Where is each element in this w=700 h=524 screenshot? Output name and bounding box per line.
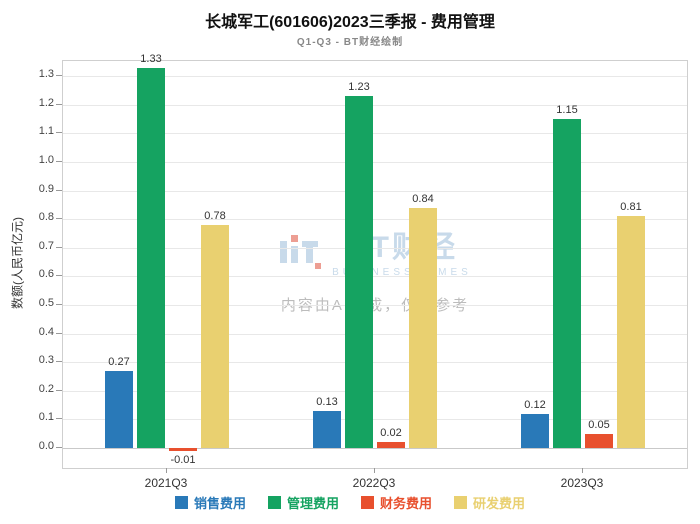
legend-item: 销售费用 [174, 493, 246, 512]
y-tick-label: 1.3 [38, 68, 54, 81]
grid-line [63, 162, 687, 163]
bar-value-label: 0.27 [108, 355, 130, 368]
y-tick-mark [56, 189, 62, 191]
y-tick-label: 0.4 [38, 325, 54, 338]
y-tick-mark [56, 447, 62, 448]
bar-value-label: 0.84 [412, 192, 434, 205]
x-tick-mark [166, 468, 167, 473]
bar-管理费用 [137, 67, 165, 448]
y-tick-label: 1.1 [38, 125, 54, 138]
y-tick-mark [56, 304, 62, 305]
y-tick-label: 0.0 [38, 440, 54, 452]
grid-line [63, 276, 687, 278]
y-tick-mark [56, 218, 62, 220]
legend-swatch [174, 496, 188, 509]
y-tick-label: 1.0 [38, 154, 54, 166]
legend-item: 财务费用 [361, 493, 432, 512]
y-tick-label: 0.2 [38, 382, 54, 395]
bar-value-label: 1.15 [556, 104, 578, 117]
bar-财务费用 [169, 448, 197, 451]
chart-title: 长城军工(601606)2023三季报 - 费用管理 [205, 14, 495, 31]
grid-line [63, 390, 687, 392]
legend-label: 销售费用 [193, 496, 246, 511]
grid-line [63, 133, 687, 135]
y-tick-label: 0.5 [38, 297, 54, 309]
legend-label: 财务费用 [380, 496, 433, 511]
y-tick-label: 0.6 [38, 268, 54, 281]
y-tick-mark [56, 103, 62, 105]
legend-label: 研发费用 [473, 496, 526, 511]
x-tick-label: 2022Q3 [352, 476, 396, 490]
y-tick-mark [56, 389, 62, 391]
y-tick-label: 0.1 [38, 411, 54, 424]
y-tick-mark [56, 361, 62, 363]
y-tick-mark [56, 246, 62, 248]
y-tick-label: 0.3 [38, 354, 54, 367]
watermark-logo: BT财经 BUSINESS TIMES [278, 233, 472, 278]
plot-area: BT财经 BUSINESS TIMES 内容由AI生成，仅供参考 0.27 1.3… [62, 53, 688, 469]
bar-value-label: 0.12 [524, 398, 546, 411]
y-tick-mark [56, 132, 62, 134]
y-tick-label: 0.8 [38, 211, 54, 224]
bar-value-label: -0.01 [170, 453, 196, 466]
x-tick-label: 2023Q3 [560, 476, 604, 490]
bar-销售费用 [521, 413, 549, 448]
y-tick-mark [56, 161, 62, 162]
bar-销售费用 [105, 370, 133, 448]
legend-item: 研发费用 [454, 493, 525, 512]
bar-value-label: 0.05 [588, 418, 610, 431]
bar-财务费用 [585, 433, 613, 448]
grid-line [63, 247, 687, 249]
bar-value-label: 0.13 [316, 395, 338, 408]
y-tick-label: 0.7 [38, 239, 54, 252]
grid-line [63, 333, 687, 335]
legend-label: 管理费用 [286, 496, 339, 511]
y-tick-mark [56, 75, 62, 77]
bar-研发费用 [409, 207, 437, 448]
legend-swatch [267, 496, 281, 509]
bar-value-label: 0.81 [620, 201, 642, 214]
bar-研发费用 [201, 224, 229, 448]
legend-item: 管理费用 [267, 493, 339, 512]
x-tick-mark [582, 468, 583, 473]
chart-subtitle: Q1-Q3 - BT财经绘制 [296, 37, 404, 48]
grid-line [63, 190, 687, 192]
bar-财务费用 [377, 442, 405, 448]
x-tick-mark [374, 468, 375, 473]
grid-line [63, 362, 687, 364]
bar-value-label: 0.02 [380, 427, 402, 440]
grid-line [63, 219, 687, 221]
legend-swatch [454, 496, 468, 509]
x-tick-label: 2021Q3 [144, 476, 188, 490]
grid-line [63, 104, 687, 106]
bar-管理费用 [553, 119, 581, 448]
grid-line [63, 419, 687, 421]
bar-value-label: 0.78 [204, 209, 226, 222]
y-tick-label: 0.9 [38, 182, 54, 195]
bar-管理费用 [345, 96, 373, 448]
legend: 销售费用 管理费用 财务费用 研发费用 [0, 493, 700, 512]
y-tick-label: 1.2 [38, 96, 54, 109]
bar-销售费用 [313, 410, 341, 448]
bt-logo-icon [278, 233, 322, 276]
bar-value-label: 1.33 [140, 52, 162, 65]
y-tick-mark [56, 275, 62, 277]
legend-swatch [361, 496, 374, 509]
bar-value-label: 1.23 [348, 81, 370, 94]
grid-line [63, 448, 687, 449]
grid-line [63, 305, 687, 306]
grid-line [63, 76, 687, 78]
bar-研发费用 [617, 216, 645, 448]
y-tick-mark [56, 332, 62, 334]
y-axis-label: 数额(人民币亿元) [10, 217, 25, 309]
y-tick-mark [56, 418, 62, 420]
